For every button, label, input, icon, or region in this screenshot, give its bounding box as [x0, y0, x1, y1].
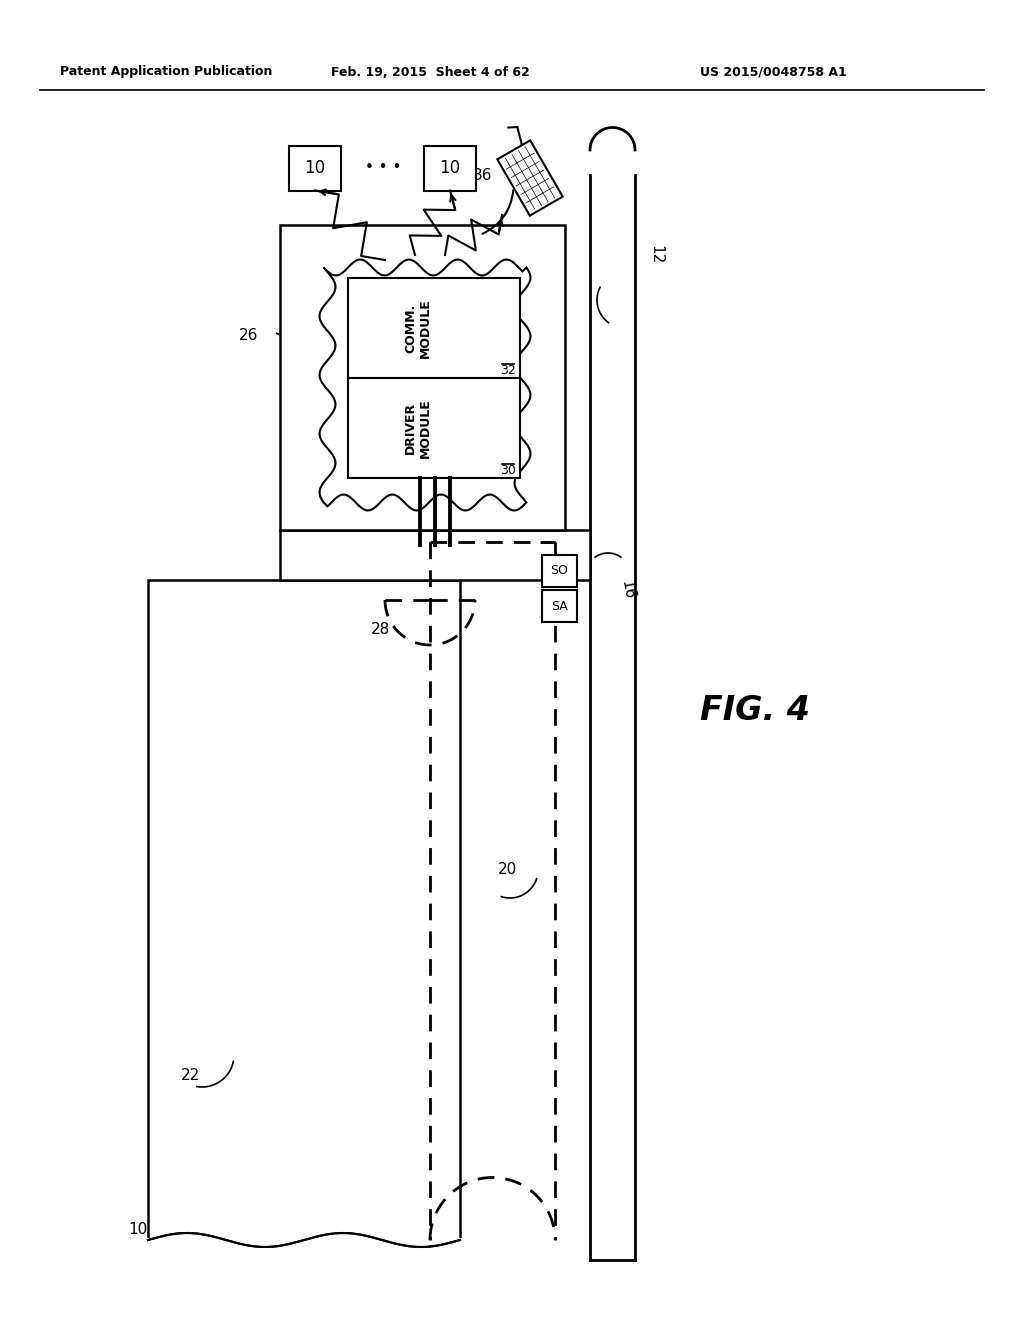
Text: Patent Application Publication: Patent Application Publication [60, 66, 272, 78]
Bar [348, 378, 520, 478]
Text: 26: 26 [239, 327, 258, 342]
Text: 32: 32 [500, 363, 516, 376]
Bar [280, 224, 565, 531]
Text: DRIVER
MODULE: DRIVER MODULE [404, 399, 432, 458]
Text: 20: 20 [498, 862, 517, 878]
Text: 12: 12 [648, 246, 663, 264]
Bar [348, 279, 520, 378]
Text: 22: 22 [181, 1068, 200, 1082]
Text: COMM.
MODULE: COMM. MODULE [404, 298, 432, 358]
Text: 16: 16 [618, 579, 636, 601]
Bar [424, 145, 476, 190]
Polygon shape [319, 260, 530, 511]
Bar [542, 554, 577, 587]
Text: US 2015/0048758 A1: US 2015/0048758 A1 [700, 66, 847, 78]
Text: 30: 30 [500, 463, 516, 477]
Bar [542, 590, 577, 622]
Text: 28: 28 [371, 623, 390, 638]
Text: Feb. 19, 2015  Sheet 4 of 62: Feb. 19, 2015 Sheet 4 of 62 [331, 66, 529, 78]
Text: 10: 10 [439, 158, 461, 177]
Text: 10: 10 [304, 158, 326, 177]
Text: SO: SO [551, 565, 568, 578]
Text: • • •: • • • [365, 161, 401, 176]
Text: SA: SA [551, 599, 568, 612]
Bar [148, 579, 460, 1239]
Bar [289, 145, 341, 190]
Text: 10: 10 [129, 1222, 148, 1238]
Text: 36: 36 [472, 168, 492, 182]
Text: FIG. 4: FIG. 4 [700, 693, 810, 726]
Bar [280, 531, 590, 579]
